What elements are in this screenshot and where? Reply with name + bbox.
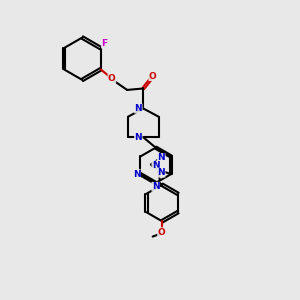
Text: N: N [134,104,142,113]
Text: O: O [108,74,116,83]
Text: O: O [149,72,157,81]
Text: N: N [158,154,165,163]
Text: O: O [158,228,165,237]
Text: N: N [133,169,140,178]
Text: N: N [152,182,160,191]
Text: F: F [101,39,107,48]
Text: N: N [158,168,165,177]
Text: N: N [152,161,160,170]
Text: N: N [134,133,142,142]
